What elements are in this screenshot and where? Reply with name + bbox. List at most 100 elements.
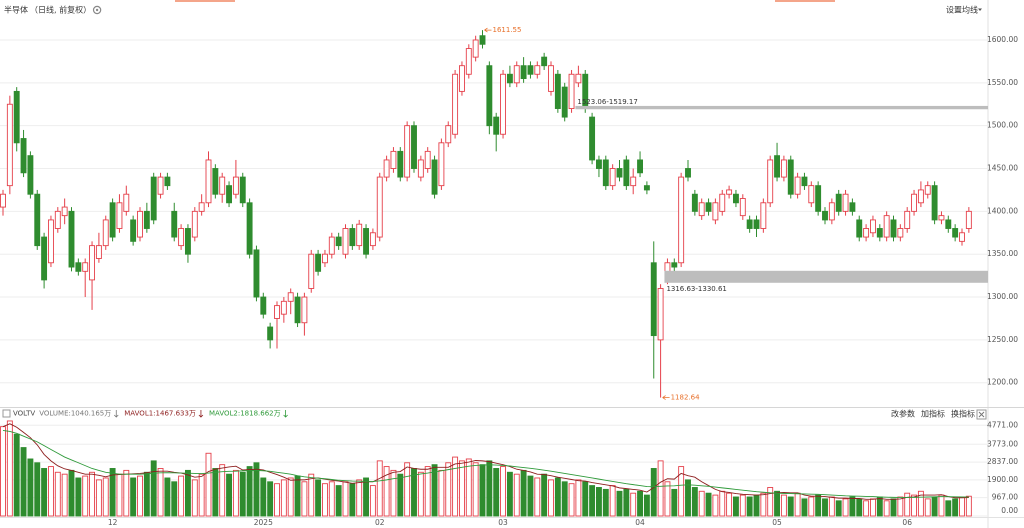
indicator-icon[interactable] xyxy=(2,409,11,418)
candle-body xyxy=(780,159,787,178)
candle-body xyxy=(822,210,828,221)
volume-bar xyxy=(445,462,452,517)
candle-body xyxy=(27,155,34,195)
volume-bar xyxy=(322,483,328,517)
indicator-tool[interactable]: 加指标 xyxy=(921,409,945,419)
candle-body xyxy=(602,159,609,187)
volume-bar xyxy=(95,479,102,517)
candle-body xyxy=(828,202,835,221)
candle-body xyxy=(411,125,417,169)
volume-bar xyxy=(959,496,965,517)
candle-body xyxy=(123,193,130,212)
candle-body xyxy=(191,210,198,238)
candle-body xyxy=(876,228,883,238)
x-tick-label: 05 xyxy=(772,518,782,527)
y-tick-label: 967.00 xyxy=(992,493,1018,502)
y-tick-label: 1450.00 xyxy=(987,164,1018,173)
volume-bar xyxy=(924,498,931,517)
volume-bar xyxy=(130,477,137,517)
candle-body xyxy=(760,202,767,229)
candle-body xyxy=(130,219,137,242)
volume-bar xyxy=(849,496,856,517)
settings-icon[interactable] xyxy=(92,5,102,15)
volume-bar xyxy=(609,485,616,517)
price-zone xyxy=(575,105,988,110)
volume-bar xyxy=(787,496,794,517)
candle-body xyxy=(500,73,506,135)
candle-body xyxy=(41,236,48,281)
zone-label: 1523.06-1519.17 xyxy=(577,98,637,106)
volume-bar xyxy=(383,466,390,517)
ma-setting-button[interactable]: 设置均线 xyxy=(946,5,978,15)
volume-bar xyxy=(664,481,671,517)
volume-bar xyxy=(438,469,445,517)
volume-bar xyxy=(212,468,219,517)
volume-bar xyxy=(253,462,260,517)
gear-core[interactable] xyxy=(95,8,99,12)
candle-body xyxy=(274,305,280,319)
candle-body xyxy=(739,198,746,217)
volume-bar xyxy=(116,473,123,517)
extreme-label: 1182.64 xyxy=(671,394,700,402)
candle-body xyxy=(342,228,349,255)
close-indicator[interactable] xyxy=(976,409,987,420)
candle-body xyxy=(548,65,554,92)
candle-body xyxy=(513,65,520,84)
y-tick-label: 3773.00 xyxy=(987,439,1018,448)
volume-bar xyxy=(356,479,363,517)
volume-bar xyxy=(643,494,650,517)
candle-body xyxy=(383,159,390,178)
volume-bar xyxy=(493,468,500,517)
volume-bar xyxy=(589,485,596,517)
volume-bar xyxy=(82,475,89,517)
candle-body xyxy=(363,228,369,255)
volume-bar xyxy=(733,496,739,517)
candle-body xyxy=(623,159,630,187)
y-tick-label: 1400.00 xyxy=(987,206,1018,215)
volume-bar xyxy=(157,468,164,517)
y-tick-label: 1600.00 xyxy=(987,35,1018,44)
volume-bar xyxy=(143,471,150,517)
volume-bar xyxy=(965,495,972,517)
volume-bar xyxy=(150,460,157,517)
candle-body xyxy=(424,150,431,169)
candle-body xyxy=(774,155,780,178)
volume-bar xyxy=(27,458,34,517)
dropdown-arrow[interactable] xyxy=(978,8,982,12)
top-tab xyxy=(175,0,235,2)
candle-body xyxy=(726,189,733,195)
candle-body xyxy=(965,210,972,229)
extreme-label: 1611.55 xyxy=(493,26,522,34)
candle-body xyxy=(246,202,253,255)
volume-bar xyxy=(822,498,828,517)
candle-body xyxy=(479,35,486,45)
y-tick-label: 1350.00 xyxy=(987,249,1018,258)
volume-bar xyxy=(719,490,726,517)
candle-body xyxy=(164,176,171,187)
indicator-tool[interactable]: 换指标 xyxy=(951,409,975,419)
y-tick-label: 2837.00 xyxy=(987,457,1018,466)
y-tick-label: 1200.00 xyxy=(987,378,1018,387)
volume-bar xyxy=(945,500,952,517)
candle-body xyxy=(808,185,815,204)
candle-body xyxy=(267,326,274,341)
candle-body xyxy=(493,116,500,135)
indicator-tool[interactable]: 改参数 xyxy=(891,409,915,419)
candle-body xyxy=(698,202,705,217)
candle-body xyxy=(671,262,678,268)
extreme-arrow xyxy=(662,395,670,400)
close-x[interactable] xyxy=(978,411,985,418)
y-tick-label: 0.00 xyxy=(1001,506,1018,515)
volume-bar xyxy=(794,492,801,517)
volume-bar xyxy=(390,469,397,517)
candle-body xyxy=(643,185,650,191)
volume-bar xyxy=(602,488,609,517)
zone-label: 1316.63-1330.61 xyxy=(666,285,726,293)
candle-body xyxy=(315,253,322,272)
x-tick-label: 2025 xyxy=(254,518,273,527)
gear-ring[interactable] xyxy=(92,5,102,15)
candle-body xyxy=(445,125,452,144)
volume-bar xyxy=(335,485,342,517)
candle-body xyxy=(75,262,82,272)
